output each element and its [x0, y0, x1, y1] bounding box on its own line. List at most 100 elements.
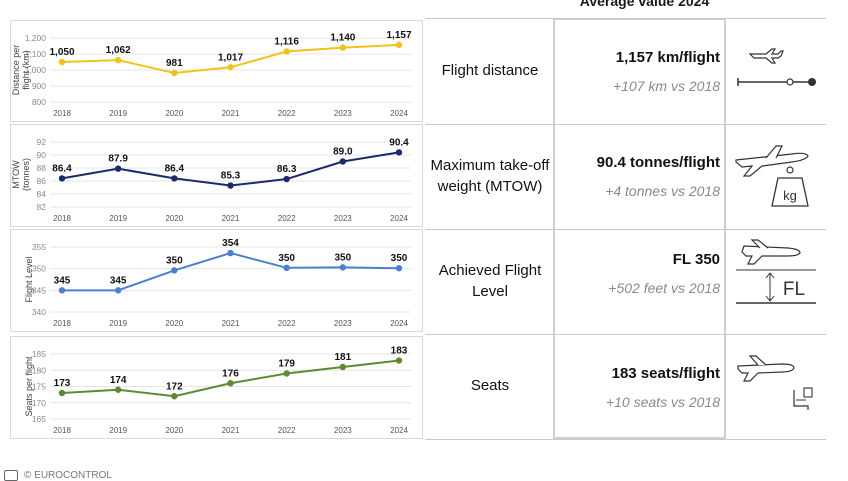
data-label: 87.9: [108, 154, 128, 165]
chart-panel-mtow: 82 84 86 88 90 92 MTOW(tonnes) 2018 2019 2020 2021…: [10, 124, 423, 227]
data-point: [339, 44, 347, 51]
data-label: 181: [334, 352, 351, 363]
chart-panel-distance: 800 900 1,000 1,100 1,200 Distance perflight …: [10, 20, 423, 122]
delta-flight-level: +502 feet vs 2018: [608, 280, 720, 296]
data-point: [114, 56, 122, 64]
data-point: [283, 48, 290, 55]
data-label: 174: [110, 375, 127, 386]
x-tick-label: 2023: [334, 214, 352, 223]
value-cell-distance: 1,157 km/flight +107 km vs 2018: [555, 18, 726, 124]
data-label: 86.4: [165, 163, 185, 174]
row-divider: [425, 334, 826, 335]
y-tick-label: 165: [32, 414, 46, 424]
y-axis-label: MTOW(tonnes): [11, 158, 31, 191]
data-point: [395, 265, 403, 272]
data-label: 345: [54, 275, 71, 286]
data-point: [171, 267, 178, 274]
metric-label-flight-distance: Flight distance: [441, 61, 539, 79]
camera-icon: [4, 470, 18, 481]
chart-flight-level: 340 345 350 355 Flight Level 2018 2019 2020 2021…: [10, 229, 423, 332]
data-point: [395, 41, 403, 49]
data-label: 350: [334, 252, 351, 263]
y-tick-label: 900: [32, 81, 46, 91]
value-distance: 1,157 km/flight: [615, 49, 720, 66]
value-flight-level: FL 350: [672, 251, 720, 268]
column-header-average-2024: Average value 2024: [579, 0, 710, 9]
chart-panel-flight-level: 340 345 350 355 Flight Level 2018 2019 2020 2021…: [10, 229, 423, 332]
x-tick-label: 2018: [53, 426, 71, 435]
y-axis-label: Flight Level: [24, 256, 34, 302]
chart-frame: [10, 20, 423, 122]
data-point: [283, 370, 290, 377]
data-point: [114, 287, 122, 294]
x-tick-label: 2021: [222, 109, 240, 118]
y-tick-label: 88: [37, 163, 47, 173]
data-label: 90.4: [389, 137, 409, 148]
data-label: 89.0: [333, 147, 353, 158]
data-point: [171, 393, 178, 400]
y-tick-label: 82: [37, 202, 47, 212]
data-label: 176: [222, 368, 239, 379]
y-tick-label: 355: [32, 242, 46, 252]
data-point: [227, 64, 234, 71]
data-label: 1,116: [274, 36, 299, 47]
x-tick-label: 2022: [278, 426, 296, 435]
data-point: [114, 165, 122, 172]
x-tick-label: 2021: [222, 319, 240, 328]
metric-label-flight-level: Achieved Flight Level: [438, 262, 542, 300]
x-tick-label: 2024: [390, 426, 408, 435]
x-tick-label: 2021: [222, 426, 240, 435]
flight-level-icon-text: FL: [783, 279, 805, 300]
x-tick-label: 2024: [390, 319, 408, 328]
data-point: [58, 58, 66, 66]
data-point: [227, 182, 234, 189]
data-label: 86.4: [52, 163, 72, 174]
y-axis-label: Distance perflight (km): [11, 45, 31, 96]
y-tick-label: 86: [37, 176, 47, 186]
data-label: 173: [54, 378, 71, 389]
x-tick-label: 2018: [53, 214, 71, 223]
x-tick-label: 2019: [109, 319, 127, 328]
x-tick-label: 2019: [109, 426, 127, 435]
y-tick-label: 180: [32, 365, 46, 375]
svg-text:kg: kg: [783, 188, 797, 203]
chart-distance: 800 900 1,000 1,100 1,200 Distance perflight …: [10, 20, 423, 122]
data-label: 345: [110, 275, 127, 286]
data-point: [58, 287, 66, 294]
average-value-column-frame: [553, 18, 726, 439]
delta-mtow: +4 tonnes vs 2018: [605, 183, 720, 199]
x-tick-label: 2022: [278, 214, 296, 223]
chart-frame: [10, 229, 423, 332]
y-axis-label: Seats per flight: [24, 356, 34, 417]
y-tick-label: 345: [32, 285, 46, 295]
row-divider: [425, 229, 826, 230]
x-tick-label: 2023: [334, 109, 352, 118]
x-tick-label: 2019: [109, 214, 127, 223]
data-label: 183: [391, 346, 408, 357]
x-tick-label: 2023: [334, 319, 352, 328]
data-label: 1,050: [49, 47, 74, 58]
data-point: [283, 264, 290, 271]
value-mtow: 90.4 tonnes/flight: [596, 154, 720, 171]
x-tick-label: 2022: [278, 319, 296, 328]
data-point: [171, 69, 178, 77]
plane-flight-level-icon: FL: [732, 236, 822, 308]
value-seats: 183 seats/flight: [611, 365, 720, 382]
y-tick-label: 340: [32, 307, 46, 317]
x-tick-label: 2018: [53, 319, 71, 328]
chart-frame: [10, 124, 423, 227]
data-label: 179: [278, 359, 295, 370]
data-point: [339, 158, 347, 165]
value-cell-flight-level: FL 350 +502 feet vs 2018: [555, 229, 726, 334]
data-point: [58, 175, 66, 182]
x-tick-label: 2024: [390, 214, 408, 223]
x-tick-label: 2020: [165, 214, 183, 223]
x-tick-label: 2022: [278, 109, 296, 118]
chart-panel-seats: 165 170 175 180 185 Seats per flight 2018 2019 2…: [10, 336, 423, 439]
data-point: [227, 249, 234, 257]
delta-distance: +107 km vs 2018: [612, 78, 720, 94]
y-tick-label: 1,200: [25, 33, 47, 43]
data-point: [339, 363, 347, 371]
x-tick-label: 2019: [109, 109, 127, 118]
data-label: 350: [166, 255, 183, 266]
